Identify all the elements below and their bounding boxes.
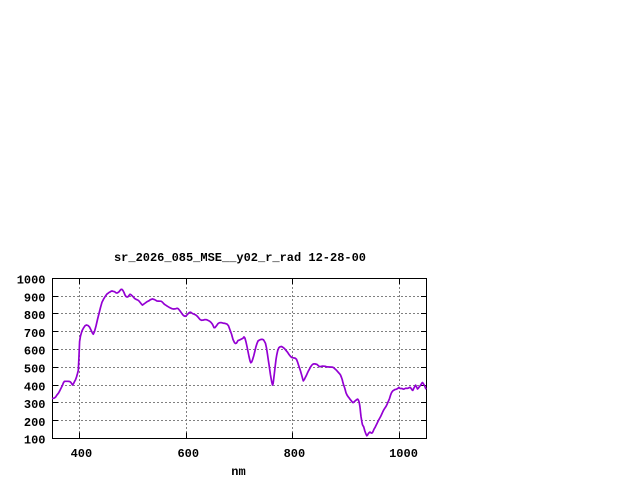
svg-text:300: 300: [24, 398, 46, 412]
svg-text:900: 900: [24, 291, 46, 305]
svg-text:600: 600: [24, 345, 46, 359]
svg-text:500: 500: [24, 363, 46, 377]
svg-text:800: 800: [24, 309, 46, 323]
svg-text:400: 400: [71, 447, 93, 461]
svg-text:nm: nm: [231, 465, 245, 479]
svg-text:400: 400: [24, 380, 46, 394]
svg-text:700: 700: [24, 327, 46, 341]
svg-text:100: 100: [24, 434, 46, 448]
svg-text:800: 800: [284, 447, 306, 461]
svg-text:1000: 1000: [389, 447, 418, 461]
svg-text:sr_2026_085_MSE__y02_r_rad 12-: sr_2026_085_MSE__y02_r_rad 12-28-00: [114, 251, 366, 265]
svg-text:1000: 1000: [17, 274, 46, 288]
svg-text:200: 200: [24, 416, 46, 430]
svg-text:600: 600: [177, 447, 199, 461]
